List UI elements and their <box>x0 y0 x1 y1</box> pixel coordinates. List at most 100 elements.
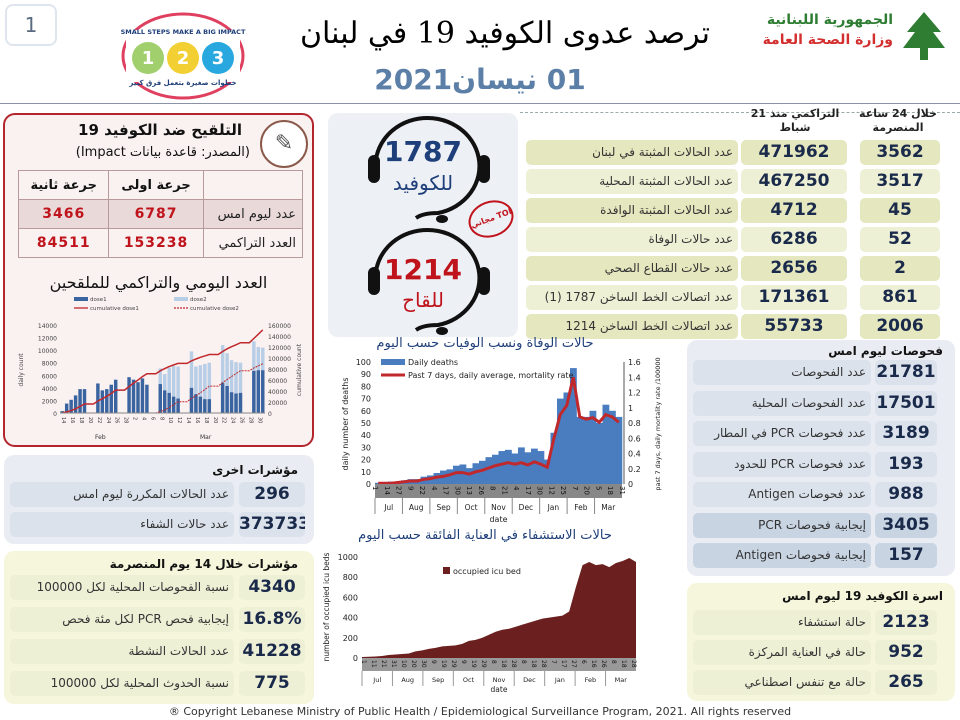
y2-axis-label: past 7 days, daily mortality rate /10000… <box>654 357 662 490</box>
dose1-bar <box>203 399 207 413</box>
y-tick-label: 90 <box>361 370 371 379</box>
daily-deaths-bar <box>524 452 532 484</box>
header-cumulative: التراكمي منذ 21 شباط <box>750 107 840 134</box>
y-tick-label: 80 <box>361 382 371 391</box>
x-tick-label: 17 <box>524 486 532 495</box>
x-tick-label: 6 <box>580 660 587 664</box>
x-axis-label: date <box>491 685 508 694</box>
dose2-bar <box>229 360 234 413</box>
x-tick-label: 21 <box>500 486 508 495</box>
vaccination-panel: التلقيح ضد الكوفيد 19 (المصدر: قاعدة بيا… <box>3 113 314 447</box>
x-tick-label: 7 <box>550 660 557 664</box>
dose1-bar <box>225 385 229 413</box>
x-tick-label: 8 <box>520 660 527 664</box>
month-label: Mar <box>615 676 628 684</box>
other-value: 296 <box>239 482 305 507</box>
x-tick-label: 6 <box>149 417 155 420</box>
x-axis-band <box>362 658 636 671</box>
y-tick-label: 600 <box>343 593 358 602</box>
x-tick-label: 1 <box>371 486 379 490</box>
dose2-bar <box>176 366 180 413</box>
dose1-bar <box>167 392 171 413</box>
vaccination-source: (المصدر: قاعدة بيانات Impact) <box>75 145 250 160</box>
legend-swatch <box>174 297 188 301</box>
month-label: Oct <box>463 676 475 684</box>
vaccination-table: جرعة اولى جرعة ثانية عدد ليوم امس 6787 3466… <box>17 170 304 258</box>
x-tick-label: 16 <box>590 660 597 668</box>
dose1-bar <box>69 399 73 413</box>
x-tick-label: 18 <box>530 660 537 668</box>
x-tick-label: 14 <box>185 417 191 423</box>
covid-hotline-number: 1787 <box>384 135 462 168</box>
x-tick-label: 28 <box>247 417 253 423</box>
svg-text:خطوات صغيرة بتعمل فرق كبير: خطوات صغيرة بتعمل فرق كبير <box>128 79 236 87</box>
x-tick-label: 7 <box>571 486 579 490</box>
x-tick-label: 25 <box>559 486 567 495</box>
tests-value: 193 <box>875 451 937 477</box>
col-second-dose: جرعة ثانية <box>17 170 110 200</box>
daily-deaths-bar <box>531 448 538 484</box>
legend-label: Daily deaths <box>408 358 458 367</box>
stat-last24h: 2 <box>860 256 940 281</box>
tests-label: إيجابية فحوصات Antigen <box>693 543 871 568</box>
dose1-bar <box>238 392 243 413</box>
x-tick-label: 10 <box>167 417 173 423</box>
fourteen-value: 775 <box>239 671 305 696</box>
page-title: ترصد عدوى الكوفيد 19 في لبنان <box>299 16 711 51</box>
beds-value: 2123 <box>875 610 937 635</box>
x-tick-label: 18 <box>500 660 507 668</box>
icu-area <box>362 558 636 658</box>
vaccine-hotline-label: للقاح <box>402 288 444 312</box>
dose2-bar <box>167 367 171 413</box>
stat-label: عدد حالات الوفاة <box>526 227 738 252</box>
dose1-bar <box>136 382 140 413</box>
daily-deaths-bar <box>498 451 506 484</box>
stat-cumulative: 471962 <box>741 140 847 165</box>
x-tick-label: 20 <box>583 486 591 495</box>
legend-label: occupied icu bed <box>453 567 521 576</box>
vaccination-chart-title: العدد اليومي والتراكمي للملقحين <box>49 273 268 292</box>
dose1-bar <box>82 389 87 413</box>
fourteen-value: 16.8% <box>239 607 305 632</box>
x-tick-label: 19 <box>470 660 477 668</box>
x-tick-label: 27 <box>395 486 403 495</box>
y-tick-label: 100 <box>356 358 371 367</box>
vaccination-title: التلقيح ضد الكوفيد 19 <box>78 121 242 139</box>
y2-tick-label: 100000 <box>268 356 291 363</box>
dose1-bar <box>234 393 238 413</box>
y2-tick-label: 60000 <box>268 378 287 385</box>
tests-title: فحوصات ليوم امس <box>828 344 943 358</box>
x-tick-label: 4 <box>140 417 146 420</box>
deaths-chart-title: حالات الوفاة ونسب الوفيات حسب اليوم <box>376 336 594 351</box>
other-value: 373733 <box>239 512 305 537</box>
month-label: Jul <box>383 503 393 512</box>
tests-label: عدد فحوصات Antigen <box>693 482 871 507</box>
y-tick-label: 400 <box>343 614 358 623</box>
x-tick-label: 24 <box>230 417 236 423</box>
x-tick-label: 22 <box>418 486 426 495</box>
month-label: Nov <box>493 676 506 684</box>
dose1-bar <box>163 390 167 413</box>
x-tick-label: 24 <box>105 417 111 423</box>
dose1-bar <box>96 383 100 413</box>
month-label: Jan <box>547 503 560 512</box>
svg-text:3: 3 <box>212 48 225 69</box>
y-tick-label: 50 <box>361 419 371 428</box>
dose1-bar <box>131 379 136 413</box>
tests-label: عدد الفحوصات <box>693 360 871 385</box>
y2-tick-label: 20000 <box>268 400 287 407</box>
table-row: العدد التراكمي 153238 84511 <box>17 228 304 258</box>
x-tick-label: 4 <box>512 486 520 491</box>
tests-label: عدد فحوصات PCR للحدود <box>693 451 871 477</box>
stat-last24h: 52 <box>860 227 940 252</box>
y2-tick-label: 1.6 <box>628 358 641 367</box>
x-tick-label: 18 <box>203 417 209 423</box>
x-tick-label: 29 <box>450 660 457 668</box>
y-tick-label: 10 <box>361 468 371 477</box>
beds-value: 265 <box>875 670 937 695</box>
beds-title: اسرة الكوفيد 19 ليوم امس <box>782 589 943 603</box>
y2-tick-label: 120000 <box>268 345 291 352</box>
y-tick-label: 70 <box>361 395 371 404</box>
stat-label: عدد اتصالات الخط الساخن 1214 <box>526 314 738 339</box>
y-tick-label: 60 <box>361 407 371 416</box>
